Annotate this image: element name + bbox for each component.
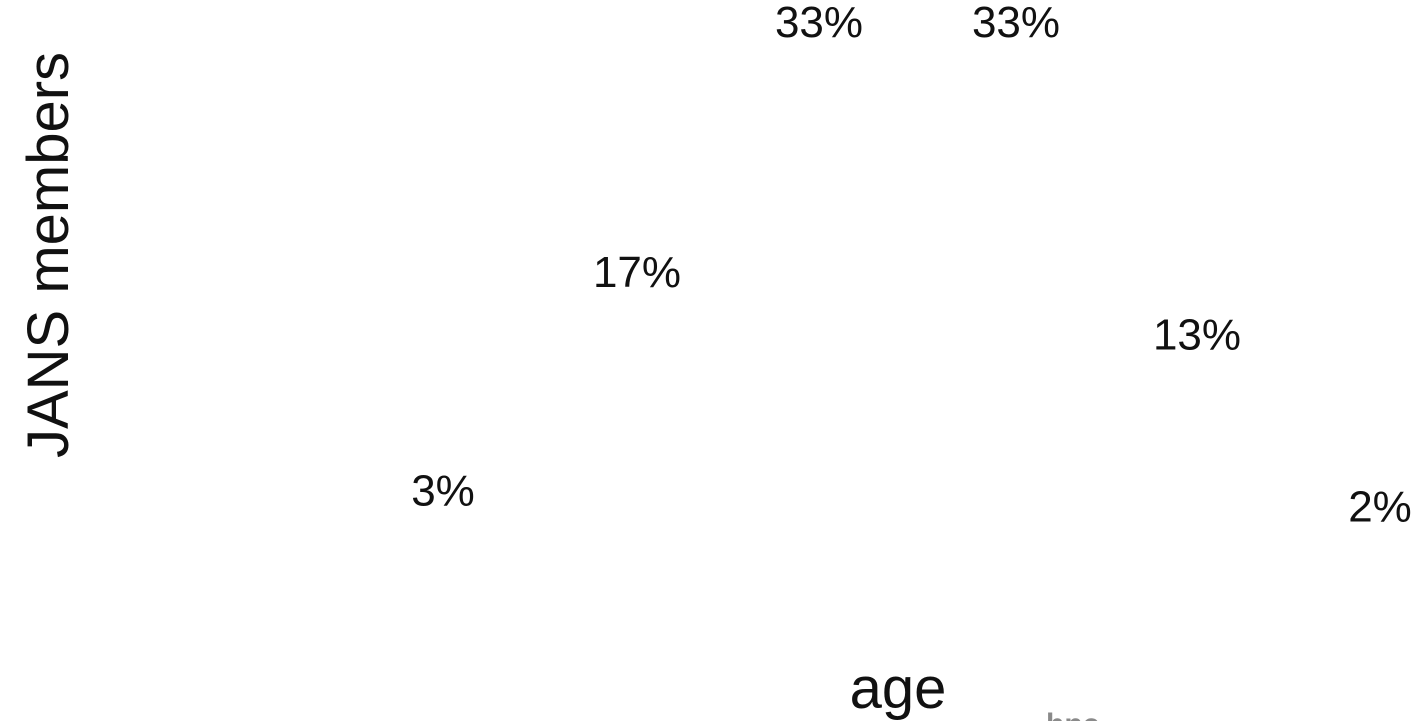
data-label: 33% (775, 0, 863, 47)
data-labels: 3% 17% 33% 33% 13% 2% (411, 0, 1412, 531)
data-label: 17% (593, 248, 681, 297)
x-axis-title: age (850, 656, 947, 721)
data-label: 2% (1348, 482, 1412, 531)
watermark-fragment: hpc (1046, 708, 1099, 721)
data-label: 33% (972, 0, 1060, 47)
y-axis-title: JANS members (16, 52, 81, 458)
data-label: 13% (1153, 311, 1241, 360)
data-label: 3% (411, 467, 475, 516)
